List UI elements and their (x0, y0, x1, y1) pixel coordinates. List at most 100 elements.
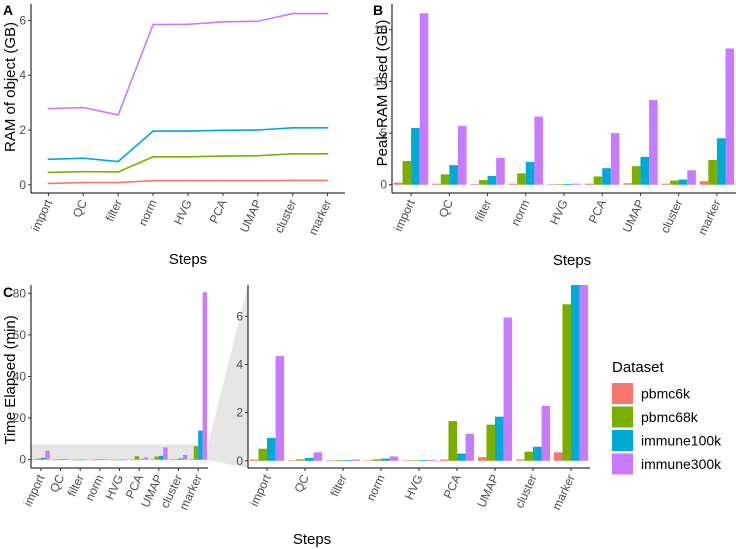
panel-a-category-label: import (28, 197, 55, 234)
panel-c-zoom-bar-pbmc68k (486, 424, 495, 461)
panel-b-bar-pbmc68k (402, 160, 412, 185)
panel-c-zoom-bar-immune100k (571, 285, 580, 461)
panel-c-zoom-bar-immune300k (541, 405, 551, 461)
line-point-immune300k (152, 23, 155, 26)
panel-c-overview-bar-immune300k (163, 447, 168, 460)
panel-c-zoom-category-label: PCA (441, 472, 464, 500)
panel-c-overview-bar-pbmc6k (189, 458, 194, 460)
panel-c-zoom-bar-immune300k (465, 433, 475, 461)
panel-c-overview-category-label: import (21, 472, 48, 509)
line-point-immune100k (291, 126, 294, 129)
panel-c-zoom-bar-pbmc68k (334, 460, 343, 461)
panel-c-overview-ytick-label: 40 (13, 370, 27, 384)
panel-c-overview-bar-immune300k (182, 454, 188, 460)
panel-b-bar-pbmc6k (699, 181, 709, 185)
panel-c-zoom-bar-immune100k (343, 460, 352, 461)
line-point-immune300k (291, 12, 294, 15)
panel-c-overview-bar-pbmc68k (154, 456, 159, 460)
panel-c-overview-bar-pbmc68k (134, 456, 140, 460)
panel-b-category-label: UMAP (620, 197, 647, 234)
panel-b-category-label: PCA (586, 197, 609, 225)
panel-c-zoom-ytick-label: 2 (236, 406, 243, 420)
line-point-immune300k (117, 114, 120, 116)
panel-c-overview-bar-immune300k (84, 459, 90, 461)
panel-b-bar-immune300k (725, 48, 735, 185)
panel-b-bar-pbmc6k (470, 184, 479, 185)
panel-c-overview-bar-pbmc6k (31, 459, 37, 461)
line-point-pbmc6k (152, 179, 155, 182)
panel-c-time-elapsed: Time Elapsed (min) Steps 020406080import… (2, 285, 590, 548)
panel-b-category-label: HVG (547, 197, 571, 226)
panel-c-overview-bar-pbmc68k (95, 459, 100, 461)
panel-c-overview-bar-immune100k (158, 455, 164, 460)
panel-b-bar-immune300k (687, 170, 696, 185)
panel-c-zoom-category-label: UMAP (474, 472, 501, 509)
panel-c-overview-category-label: norm (82, 472, 106, 503)
panel-b-category-label: QC (436, 197, 456, 220)
panel-c-zoom-bar-pbmc6k (515, 459, 525, 461)
panel-c-zoom-bar-pbmc6k (439, 459, 449, 461)
panel-c-overview-bar-pbmc68k (193, 446, 199, 460)
panel-c-zoom-bar-pbmc6k (287, 460, 297, 461)
panel-b-bar-immune300k (572, 183, 582, 185)
panel-c-overview-bar-immune300k (45, 450, 50, 460)
panel-c-zoom-category-label: import (247, 472, 274, 509)
line-point-pbmc6k (117, 181, 120, 184)
panel-c-overview-bar-immune100k (139, 459, 144, 460)
panel-b-xlabel: Steps (553, 252, 591, 269)
panel-c-overview-bar-immune300k (143, 457, 149, 460)
panel-b-bar-pbmc68k (517, 173, 526, 185)
panel-b-bar-pbmc6k (393, 182, 403, 185)
panel-c-zoom-bar-pbmc6k (363, 460, 373, 461)
panel-c-overview-category-label: QC (47, 472, 67, 495)
panel-a-category-label: PCA (206, 197, 229, 225)
panel-c-zoom-bar-immune100k (419, 460, 428, 461)
panel-c-zoom-bar-immune100k (533, 446, 542, 461)
panel-b-bar-immune300k (419, 13, 429, 185)
panel-b-category-label: import (391, 197, 418, 234)
panel-b-bar-pbmc68k (708, 159, 717, 185)
panel-b-bar-immune300k (649, 100, 658, 185)
panel-b-bar-immune300k (496, 157, 505, 185)
panel-c-zoom-category-label: HVG (402, 472, 426, 501)
panel-c-overview-bar-pbmc6k (71, 459, 76, 461)
panel-c-overview-bar-pbmc68k (174, 458, 179, 460)
panel-label-b: B (373, 2, 383, 18)
panel-c-overview-ytick-label: 20 (13, 411, 27, 425)
legend-swatch-pbmc6k (612, 383, 633, 404)
panel-c-zoom-bar-immune300k (275, 356, 285, 461)
line-point-immune100k (256, 129, 259, 131)
panel-c-zoom-bar-pbmc68k (258, 448, 267, 461)
panel-b-ylabel: Peak RAM Used (GB) (374, 20, 391, 167)
panel-c-overview-bar-pbmc6k (149, 459, 155, 460)
panel-b-bar-pbmc6k (432, 183, 441, 185)
line-point-immune300k (82, 106, 85, 109)
line-point-immune100k (47, 158, 50, 161)
panel-c-zoom-ytick-label: 4 (236, 357, 243, 371)
panel-c-overview-bar-pbmc6k (51, 459, 57, 461)
panel-c-zoom-bar-pbmc6k (553, 452, 563, 461)
panel-c-zoom-bar-immune300k (503, 317, 513, 461)
line-point-immune100k (187, 130, 189, 132)
panel-c-overview-bar-immune100k (119, 459, 124, 461)
panel-c-zoom-bar-pbmc6k (401, 460, 411, 462)
panel-c-zoom-bar-pbmc68k (410, 460, 419, 461)
panel-c-zoom-bar-pbmc68k (448, 421, 457, 461)
legend-swatch-immune300k (612, 453, 633, 475)
panel-b-ytick-label: 0 (380, 178, 387, 192)
panel-b-ytick-label: 5 (380, 126, 387, 140)
panel-c-zoom-category-label: QC (291, 472, 311, 495)
line-point-pbmc6k (326, 179, 329, 182)
legend: Dataset pbmc6k pbmc68k immune100k immune300… (612, 359, 722, 475)
panel-b-bar-pbmc68k (478, 180, 488, 185)
panel-c-overview-bar-immune100k (40, 457, 46, 460)
panel-c-zoom-bar-immune100k (457, 453, 466, 461)
panel-a-category-label: marker (306, 197, 334, 237)
panel-c-zoom-ytick-label: 6 (236, 309, 243, 323)
panel-c-zoom-category-label: norm (363, 472, 387, 503)
line-point-pbmc6k (187, 179, 189, 182)
panel-c-overview-ytick-label: 0 (19, 453, 26, 467)
panel-c-zoom-bar-immune300k (313, 452, 323, 461)
panel-a-ytick-label: 2 (19, 123, 26, 137)
panel-c-overview-bar-pbmc68k (75, 459, 81, 461)
